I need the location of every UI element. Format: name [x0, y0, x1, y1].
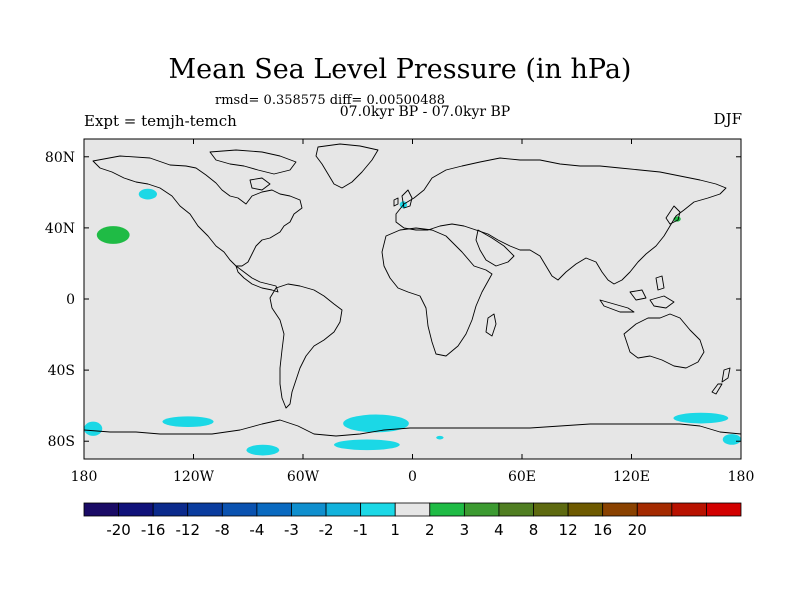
colorbar-swatch [152, 502, 189, 517]
anomaly-region-antarctic-low-4 [436, 435, 444, 440]
x-tick-label: 60W [287, 469, 320, 485]
colorbar-label: -16 [141, 521, 166, 539]
colorbar-swatch [498, 502, 534, 517]
experiment-label: Expt = temjh-temch [84, 112, 237, 130]
y-axis: 80N 40N 0 40S 80S [45, 150, 741, 450]
anomaly-region-north-pacific-high [96, 226, 130, 244]
plot-background [84, 139, 741, 459]
anomaly-region-southern-ocean-low-3 [673, 412, 729, 424]
y-tick-label: 40N [45, 221, 75, 237]
colorbar-swatch [221, 502, 258, 517]
rmsd-diff-stats: rmsd= 0.358575 diff= 0.00500488 [215, 93, 446, 108]
coastline-britain [393, 189, 413, 209]
colorbar-label: -12 [175, 521, 200, 539]
anomaly-region-bering-low [138, 188, 157, 200]
colorbar-swatch [706, 502, 742, 517]
x-tick-label: 120E [613, 469, 650, 485]
y-tick-label: 0 [66, 292, 75, 308]
anomaly-region-southern-ocean-low-2 [343, 414, 409, 433]
colorbar-swatch [118, 502, 154, 517]
colorbar-swatch [325, 502, 362, 517]
colorbar-label: -2 [319, 521, 334, 539]
colorbar-swatch [602, 502, 638, 517]
colorbar-label: 4 [494, 521, 504, 539]
x-tick-label: 60E [508, 469, 536, 485]
coastline-south-america [269, 283, 343, 409]
coastline-greenland [315, 143, 379, 189]
x-tick-label: 120W [173, 469, 215, 485]
coastline-madagascar [485, 313, 497, 337]
anomaly-regions [84, 188, 741, 456]
colorbar-swatch [360, 502, 396, 517]
coastline-australia [623, 313, 705, 369]
x-tick-label: 180 [71, 469, 98, 485]
coastline-eurasia [395, 157, 727, 285]
colorbar-label: -8 [215, 521, 230, 539]
colorbar-swatch [291, 502, 327, 517]
colorbar-swatch [567, 502, 604, 517]
colorbar-label: -3 [284, 521, 299, 539]
period-subtitle: 07.0kyr BP - 07.0kyr BP [339, 104, 511, 120]
anomaly-region-southern-ocean-low-1 [162, 416, 214, 427]
chart-title: Mean Sea Level Pressure (in hPa) [168, 54, 632, 85]
colorbar-label: 20 [628, 521, 647, 539]
coastline-antarctica [83, 419, 742, 437]
colorbar-label: 3 [460, 521, 470, 539]
colorbar-swatch [394, 502, 431, 517]
coastline-north-america [92, 155, 303, 267]
y-tick-label: 80N [45, 150, 75, 166]
colorbar-swatch [671, 502, 707, 517]
colorbar-label: 12 [559, 521, 578, 539]
coastline-japan [665, 205, 681, 225]
coastline-new-zealand [711, 367, 731, 395]
colorbar-label: -1 [353, 521, 368, 539]
colorbar-label: 1 [390, 521, 400, 539]
coastline-africa [381, 227, 493, 357]
coastline-indonesia [599, 275, 675, 313]
coastline-central-america [235, 265, 279, 293]
colorbar: -20 -16 -12 -8 -4 -3 -2 -1 1 2 3 4 8 12 16 20 [83, 502, 742, 539]
colorbar-swatch [83, 502, 119, 517]
colorbar-label: 2 [425, 521, 435, 539]
colorbar-label: 8 [529, 521, 539, 539]
anomaly-region-antarctic-low-3 [722, 434, 741, 445]
colorbar-swatch [256, 502, 292, 517]
anomaly-region-southern-ocean-low-4 [84, 421, 103, 436]
colorbar-swatch [463, 502, 500, 517]
colorbar-swatch [187, 502, 223, 517]
anomaly-region-antarctic-low-1 [246, 444, 280, 456]
y-tick-label: 80S [48, 434, 75, 450]
colorbar-swatch [533, 502, 569, 517]
colorbar-swatch [636, 502, 673, 517]
colorbar-label: 16 [593, 521, 612, 539]
coastlines [83, 143, 742, 437]
coastline-arabia [475, 229, 515, 267]
season-label: DJF [713, 110, 742, 128]
y-tick-label: 40S [48, 363, 75, 379]
colorbar-label: -20 [106, 521, 131, 539]
colorbar-swatch [429, 502, 465, 517]
x-tick-label: 180 [728, 469, 755, 485]
x-axis: 180 120W 60W 0 60E 120E 180 [71, 139, 755, 485]
coastline-arctic-islands [209, 149, 297, 191]
x-tick-label: 0 [408, 469, 417, 485]
colorbar-label: -4 [249, 521, 264, 539]
anomaly-region-antarctic-low-2 [334, 439, 400, 451]
